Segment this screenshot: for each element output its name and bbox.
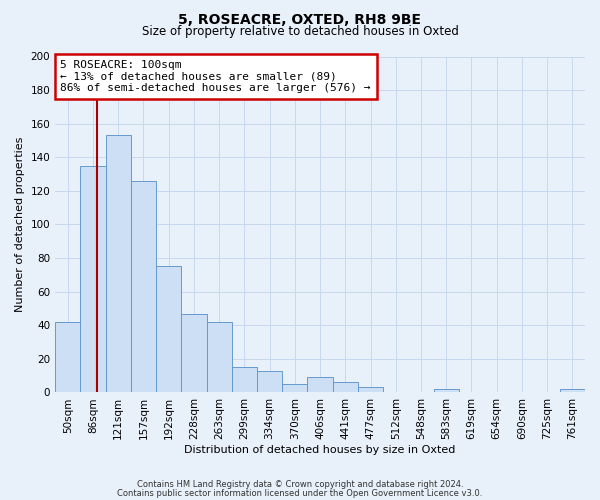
Bar — [560, 389, 585, 392]
Bar — [80, 166, 106, 392]
Text: Size of property relative to detached houses in Oxted: Size of property relative to detached ho… — [142, 25, 458, 38]
Bar — [106, 136, 131, 392]
Bar — [332, 382, 358, 392]
Bar — [131, 181, 156, 392]
Bar — [232, 368, 257, 392]
Text: Contains HM Land Registry data © Crown copyright and database right 2024.: Contains HM Land Registry data © Crown c… — [137, 480, 463, 489]
Bar — [434, 389, 459, 392]
Y-axis label: Number of detached properties: Number of detached properties — [15, 137, 25, 312]
Bar — [55, 322, 80, 392]
Text: 5 ROSEACRE: 100sqm
← 13% of detached houses are smaller (89)
86% of semi-detache: 5 ROSEACRE: 100sqm ← 13% of detached hou… — [61, 60, 371, 93]
Bar — [282, 384, 307, 392]
Bar — [156, 266, 181, 392]
X-axis label: Distribution of detached houses by size in Oxted: Distribution of detached houses by size … — [184, 445, 456, 455]
Bar — [206, 322, 232, 392]
Text: Contains public sector information licensed under the Open Government Licence v3: Contains public sector information licen… — [118, 488, 482, 498]
Bar — [307, 378, 332, 392]
Bar — [257, 370, 282, 392]
Text: 5, ROSEACRE, OXTED, RH8 9BE: 5, ROSEACRE, OXTED, RH8 9BE — [179, 12, 421, 26]
Bar — [181, 314, 206, 392]
Bar — [358, 388, 383, 392]
